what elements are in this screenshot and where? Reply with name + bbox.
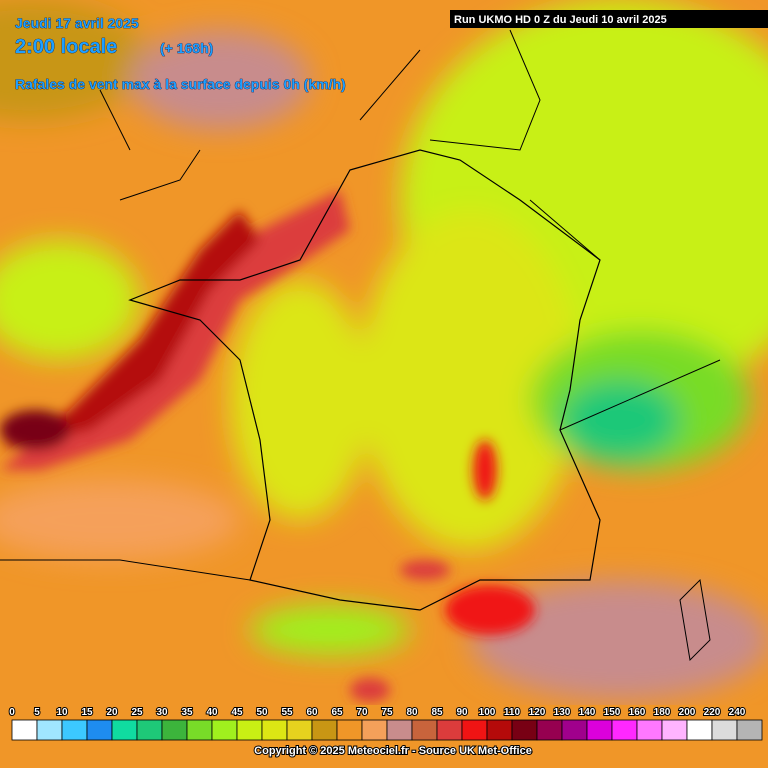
legend-label: 140 — [579, 707, 596, 718]
date: Jeudi 17 avril 2025 — [15, 15, 139, 31]
legend-label: 110 — [504, 707, 521, 718]
legend-swatch — [111, 719, 138, 741]
legend-swatch — [61, 719, 88, 741]
legend-swatch — [136, 719, 163, 741]
legend-label: 240 — [729, 707, 746, 718]
legend-swatch — [336, 719, 363, 741]
legend-swatch — [711, 719, 738, 741]
legend-swatch — [361, 719, 388, 741]
legend-swatch — [286, 719, 313, 741]
lead-time: (+ 168h) — [160, 40, 213, 56]
legend-swatch — [36, 719, 63, 741]
legend-swatch — [261, 719, 288, 741]
legend-label: 75 — [381, 707, 393, 718]
legend-label: 200 — [679, 707, 696, 718]
legend-label: 85 — [431, 707, 443, 718]
legend-label: 130 — [554, 707, 571, 718]
legend: 0 5 10 15 20 25 30 35 40 45 50 55 60 65 70 75 80 85 90 100 1… — [8, 706, 763, 741]
time: 2:00 locale — [15, 36, 117, 58]
legend-label: 150 — [604, 707, 621, 718]
legend-label: 45 — [231, 707, 243, 718]
legend-swatch — [11, 719, 38, 741]
run-label: Run UKMO HD 0 Z du Jeudi 10 avril 2025 — [454, 14, 667, 26]
run-bar — [450, 10, 768, 28]
legend-swatch — [736, 719, 763, 741]
legend-label: 65 — [331, 707, 343, 718]
copyright: Copyright © 2025 Meteociel.fr - Source U… — [254, 745, 532, 757]
legend-label: 160 — [629, 707, 646, 718]
legend-swatch — [536, 719, 563, 741]
legend-swatch — [461, 719, 488, 741]
legend-label: 120 — [529, 707, 546, 718]
legend-swatch — [486, 719, 513, 741]
legend-label: 10 — [56, 707, 68, 718]
legend-swatch — [211, 719, 238, 741]
legend-swatch — [586, 719, 613, 741]
legend-label: 80 — [406, 707, 418, 718]
legend-swatch — [511, 719, 538, 741]
legend-swatch — [636, 719, 663, 741]
legend-label: 30 — [156, 707, 168, 718]
legend-label: 40 — [206, 707, 218, 718]
legend-label: 35 — [181, 707, 193, 718]
legend-label: 60 — [306, 707, 318, 718]
legend-swatch — [561, 719, 588, 741]
subtitle: Rafales de vent max à la surface depuis … — [15, 76, 346, 92]
legend-swatch — [86, 719, 113, 741]
legend-swatch — [686, 719, 713, 741]
legend-label: 55 — [281, 707, 293, 718]
legend-swatch — [661, 719, 688, 741]
legend-label: 180 — [654, 707, 671, 718]
legend-label: 50 — [256, 707, 268, 718]
legend-label: 90 — [456, 707, 468, 718]
legend-swatch — [411, 719, 438, 741]
legend-swatch — [386, 719, 413, 741]
legend-swatch — [161, 719, 188, 741]
legend-label: 5 — [34, 707, 40, 718]
legend-label: 220 — [704, 707, 721, 718]
legend-label: 70 — [356, 707, 368, 718]
legend-swatch — [186, 719, 213, 741]
wind-field — [0, 0, 768, 705]
legend-label: 15 — [81, 707, 93, 718]
legend-label: 20 — [106, 707, 118, 718]
legend-swatch — [236, 719, 263, 741]
legend-label: 25 — [131, 707, 143, 718]
legend-swatch — [436, 719, 463, 741]
legend-label: 100 — [479, 707, 496, 718]
legend-label: 0 — [9, 707, 15, 718]
legend-swatch — [611, 719, 638, 741]
legend-swatch — [311, 719, 338, 741]
